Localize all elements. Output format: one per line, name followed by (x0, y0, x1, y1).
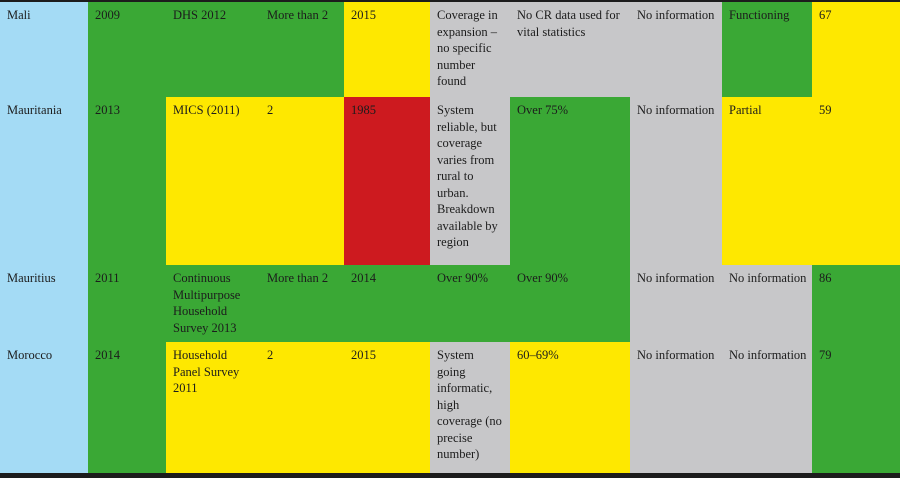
cell-survey: DHS 2012 (166, 2, 260, 97)
cell-year-2: 2015 (344, 342, 430, 473)
cell-survey: Household Panel Survey 2011 (166, 342, 260, 473)
table-row-mauritania: Mauritania 2013 MICS (2011) 2 1985 Syste… (0, 97, 900, 265)
cell-count: 2 (260, 342, 344, 473)
cell-score: 67 (812, 2, 900, 97)
cell-notes: Over 90% (430, 265, 510, 342)
cell-year-2: 2015 (344, 2, 430, 97)
cell-notes: Coverage in expansion – no specific numb… (430, 2, 510, 97)
cell-coverage: Over 90% (510, 265, 630, 342)
cell-status: No information (722, 342, 812, 473)
table-row-morocco: Morocco 2014 Household Panel Survey 2011… (0, 342, 900, 473)
cell-status: Partial (722, 97, 812, 265)
cell-year: 2013 (88, 97, 166, 265)
cell-survey: Continuous Multipurpose Household Survey… (166, 265, 260, 342)
cell-notes: System reliable, but coverage varies fro… (430, 97, 510, 265)
cell-coverage: No CR data used for vital statistics (510, 2, 630, 97)
cell-count: 2 (260, 97, 344, 265)
cell-country: Mauritius (0, 265, 88, 342)
cell-score: 59 (812, 97, 900, 265)
cell-country: Mali (0, 2, 88, 97)
cell-notes: System going informatic, high coverage (… (430, 342, 510, 473)
cell-info: No information (630, 2, 722, 97)
cell-count: More than 2 (260, 265, 344, 342)
cell-info: No information (630, 97, 722, 265)
cell-coverage: Over 75% (510, 97, 630, 265)
table-row-mauritius: Mauritius 2011 Continuous Multipurpose H… (0, 265, 900, 342)
cell-country: Morocco (0, 342, 88, 473)
cell-score: 79 (812, 342, 900, 473)
cell-year-2: 2014 (344, 265, 430, 342)
cell-info: No information (630, 342, 722, 473)
table-row-mali: Mali 2009 DHS 2012 More than 2 2015 Cove… (0, 2, 900, 97)
cell-year: 2009 (88, 2, 166, 97)
cell-country: Mauritania (0, 97, 88, 265)
cell-survey: MICS (2011) (166, 97, 260, 265)
cell-score: 86 (812, 265, 900, 342)
cell-year: 2011 (88, 265, 166, 342)
cell-year: 2014 (88, 342, 166, 473)
cell-status: No information (722, 265, 812, 342)
cell-count: More than 2 (260, 2, 344, 97)
cell-status: Functioning (722, 2, 812, 97)
cell-coverage: 60–69% (510, 342, 630, 473)
cell-year-2: 1985 (344, 97, 430, 265)
cell-info: No information (630, 265, 722, 342)
